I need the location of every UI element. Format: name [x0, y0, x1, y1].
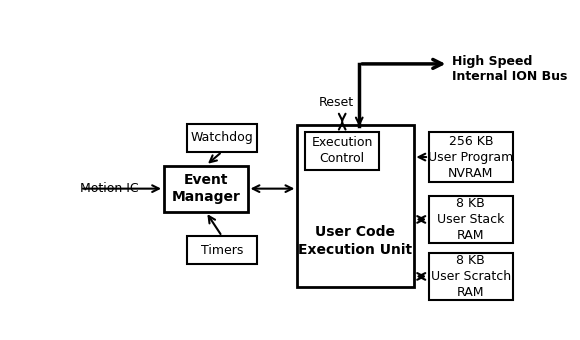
- Bar: [164, 166, 248, 212]
- Bar: [187, 236, 257, 264]
- Text: Execution
Control: Execution Control: [311, 136, 373, 166]
- Text: Watchdog: Watchdog: [191, 131, 253, 144]
- Bar: [429, 132, 513, 183]
- Bar: [297, 125, 414, 287]
- Bar: [429, 196, 513, 242]
- Bar: [305, 132, 379, 170]
- Text: Event
Manager: Event Manager: [171, 173, 240, 204]
- Text: High Speed
Internal ION Bus: High Speed Internal ION Bus: [452, 55, 568, 83]
- Text: 8 KB
User Scratch
RAM: 8 KB User Scratch RAM: [431, 254, 511, 299]
- Text: User Code
Execution Unit: User Code Execution Unit: [298, 225, 412, 257]
- Text: Reset: Reset: [318, 96, 354, 108]
- Text: 8 KB
User Stack
RAM: 8 KB User Stack RAM: [437, 197, 505, 242]
- Text: Timers: Timers: [201, 244, 243, 257]
- Bar: [429, 253, 513, 300]
- Bar: [187, 124, 257, 152]
- Text: 256 KB
User Program
NVRAM: 256 KB User Program NVRAM: [428, 135, 513, 180]
- Text: Motion IC: Motion IC: [80, 182, 139, 195]
